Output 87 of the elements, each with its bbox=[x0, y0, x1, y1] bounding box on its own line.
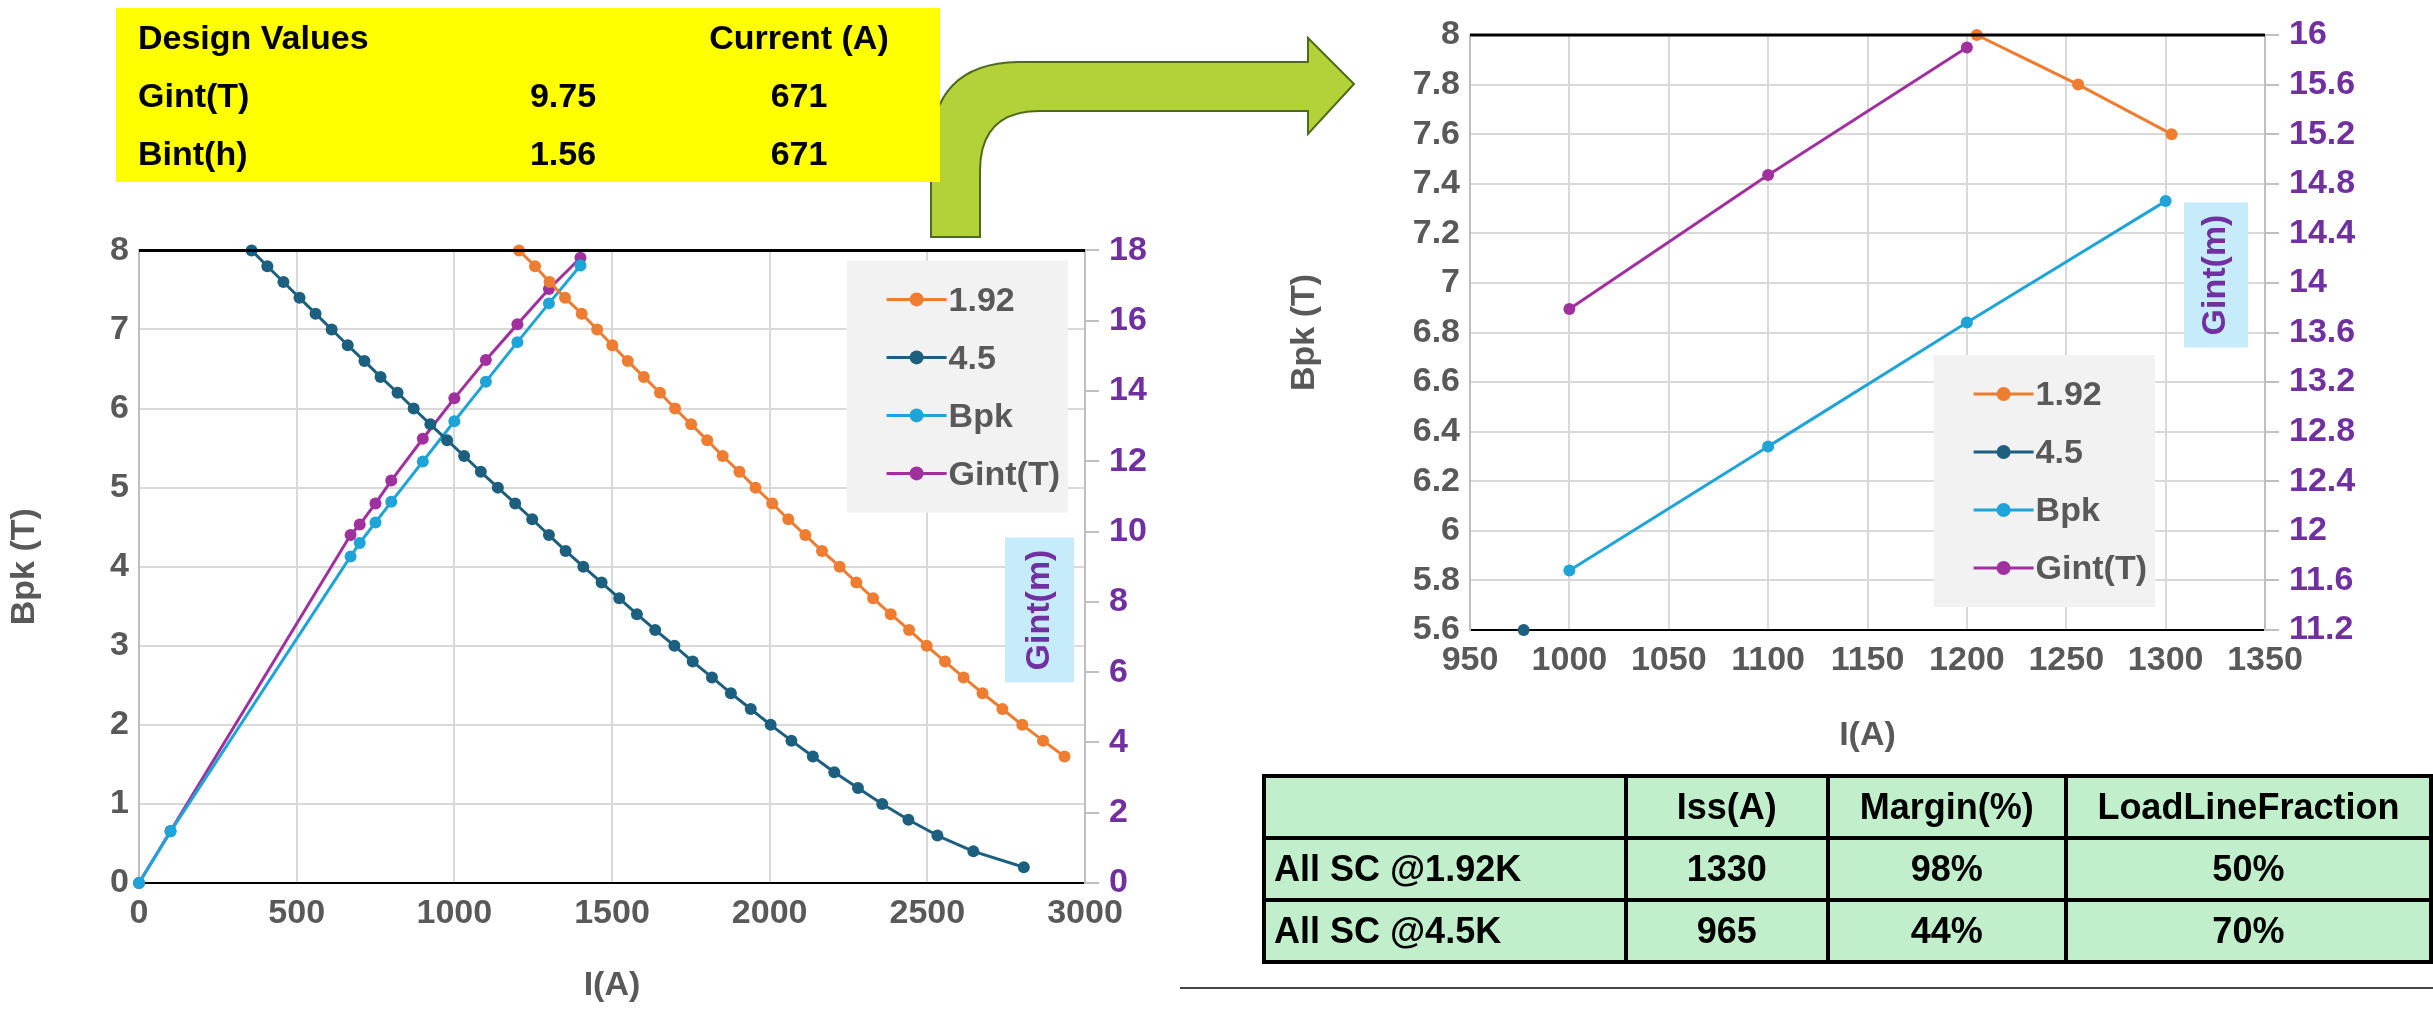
category-label: Gint(T) bbox=[138, 75, 250, 114]
x-axis-title: I(A) bbox=[583, 963, 641, 1002]
y2-tick-label: 6 bbox=[1109, 650, 1128, 689]
y2-tick-label: 11.6 bbox=[2289, 558, 2354, 597]
y2-tick-label: 13.6 bbox=[2289, 310, 2356, 349]
x-tick-label: 2500 bbox=[889, 891, 966, 930]
legend-label: 4.5 bbox=[948, 337, 996, 376]
category-label: All SC @1.92K bbox=[1274, 848, 1522, 889]
text: 44% bbox=[1910, 910, 1983, 951]
legend-label: 1.92 bbox=[2035, 374, 2102, 413]
text: 70% bbox=[2212, 910, 2285, 951]
y-tick-label: 6 bbox=[110, 386, 129, 425]
legend-label: 4.5 bbox=[2035, 432, 2083, 471]
x-tick-label: 1250 bbox=[2028, 638, 2105, 677]
y2-tick-label: 15.6 bbox=[2289, 62, 2356, 101]
y-tick-label: 8 bbox=[1441, 13, 1460, 52]
y-tick-label: 6 bbox=[1441, 509, 1460, 548]
x-tick-label: 500 bbox=[268, 891, 326, 930]
x-tick-label: 1050 bbox=[1630, 638, 1707, 677]
y-tick-label: 8 bbox=[110, 228, 129, 267]
y-tick-label: 5 bbox=[110, 466, 129, 504]
y2-tick-label: 4 bbox=[1109, 720, 1128, 759]
x-tick-label: 1000 bbox=[416, 891, 493, 930]
y-axis-title: Bpk (T) bbox=[1282, 273, 1321, 392]
y-tick-label: 6.2 bbox=[1412, 459, 1460, 498]
y-tick-label: 1 bbox=[110, 782, 129, 821]
y-tick-label: 7.6 bbox=[1412, 112, 1460, 151]
category-label: LoadLineFraction bbox=[2065, 776, 2431, 838]
y-tick-label: 2 bbox=[110, 703, 129, 742]
y2-tick-label: 16 bbox=[1109, 299, 1147, 338]
y-tick-label: 5.8 bbox=[1412, 558, 1460, 597]
y2-axis-title: Gint(m) bbox=[1017, 549, 1056, 671]
y2-tick-label: 10 bbox=[1109, 509, 1147, 548]
text: 671 bbox=[770, 133, 828, 172]
x-tick-label: 2000 bbox=[731, 891, 808, 930]
y-tick-label: 7.2 bbox=[1412, 211, 1460, 250]
y-tick-label: 3 bbox=[110, 624, 129, 663]
y-tick-label: 7 bbox=[110, 307, 129, 346]
category-label: All SC @4.5K bbox=[1274, 910, 1502, 951]
y2-tick-label: 14 bbox=[1109, 369, 1147, 408]
text: 1.56 bbox=[529, 133, 597, 172]
y-tick-label: 4 bbox=[110, 545, 130, 584]
category-label: Iss(A) bbox=[1625, 776, 1828, 838]
y-tick-label: 7.4 bbox=[1412, 162, 1461, 201]
y-tick-label: 6.6 bbox=[1412, 360, 1460, 399]
y-tick-label: 6.8 bbox=[1412, 310, 1460, 349]
y2-tick-label: 12.8 bbox=[2289, 410, 2356, 449]
text: 9.75 bbox=[529, 75, 597, 114]
text: 1330 bbox=[1686, 848, 1767, 889]
y2-tick-label: 8 bbox=[1109, 580, 1128, 619]
text: 98% bbox=[1910, 848, 1983, 889]
y2-tick-label: 14.8 bbox=[2289, 162, 2356, 201]
category-label: Current (A) bbox=[708, 16, 890, 58]
category-label: Bint(h) bbox=[138, 133, 248, 172]
y2-tick-label: 12 bbox=[1109, 439, 1147, 478]
x-tick-label: 1500 bbox=[574, 891, 650, 930]
y2-tick-label: 15.2 bbox=[2289, 112, 2356, 151]
y-tick-label: 7.8 bbox=[1412, 62, 1460, 101]
legend-label: Bpk bbox=[2035, 490, 2100, 529]
x-tick-label: 1300 bbox=[2127, 638, 2204, 677]
x-tick-label: 1100 bbox=[1731, 638, 1806, 677]
y2-tick-label: 18 bbox=[1109, 228, 1147, 267]
y-tick-label: 6.4 bbox=[1412, 410, 1461, 449]
y2-tick-label: 2 bbox=[1109, 791, 1128, 830]
text: Design Values bbox=[137, 16, 370, 58]
x-tick-label: 1000 bbox=[1531, 638, 1608, 677]
x-axis-title: I(A) bbox=[1839, 713, 1896, 752]
y-tick-label: 7 bbox=[1441, 261, 1460, 300]
y2-axis-title: Gint(m) bbox=[2194, 214, 2233, 336]
text: 965 bbox=[1696, 910, 1757, 951]
y2-tick-label: 16 bbox=[2289, 13, 2327, 52]
y2-tick-label: 14.4 bbox=[2289, 211, 2356, 250]
category-label: Margin(%) bbox=[1827, 776, 2066, 838]
legend-label: Gint(T) bbox=[2035, 548, 2148, 587]
legend-label: Gint(T) bbox=[948, 453, 1061, 492]
x-tick-label: 1150 bbox=[1830, 638, 1905, 677]
y-tick-label: 0 bbox=[110, 861, 129, 900]
text: 671 bbox=[770, 75, 828, 114]
text: 50% bbox=[2212, 848, 2285, 889]
y2-tick-label: 12.4 bbox=[2289, 459, 2356, 498]
y-axis-title: Bpk (T) bbox=[2, 508, 41, 626]
y2-tick-label: 14 bbox=[2289, 261, 2327, 300]
y2-tick-label: 12 bbox=[2289, 509, 2327, 548]
y2-tick-label: 13.2 bbox=[2289, 360, 2356, 399]
x-tick-label: 1200 bbox=[1929, 638, 2005, 677]
legend-label: Bpk bbox=[948, 395, 1013, 434]
legend-label: 1.92 bbox=[948, 279, 1015, 318]
